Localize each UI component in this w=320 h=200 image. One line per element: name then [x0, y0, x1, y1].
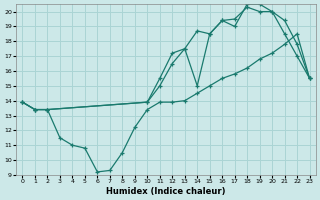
X-axis label: Humidex (Indice chaleur): Humidex (Indice chaleur)	[106, 187, 226, 196]
